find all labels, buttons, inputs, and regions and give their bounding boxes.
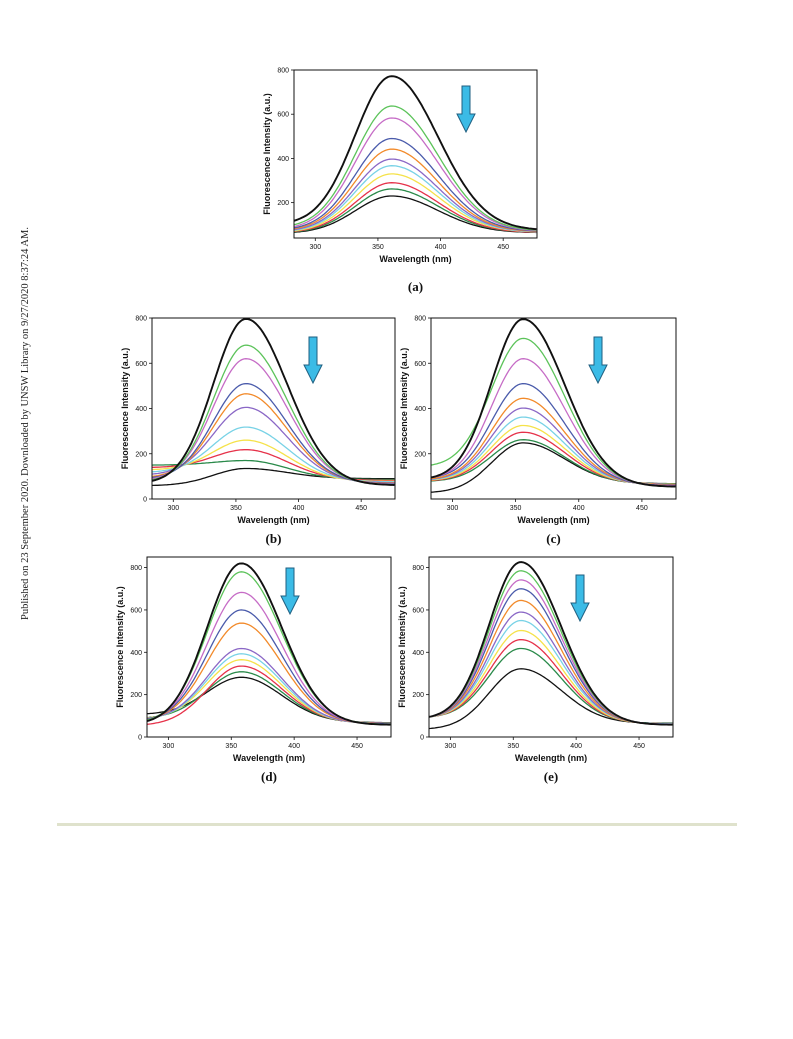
down-arrow-icon-c <box>588 336 608 385</box>
x-tick-label-c-300: 300 <box>447 505 459 512</box>
series-group-a <box>294 75 537 234</box>
x-tick-label-d-400: 400 <box>288 743 300 750</box>
x-tick-label-e-300: 300 <box>445 743 457 750</box>
series-group-b <box>152 318 395 487</box>
y-tick-label-b-400: 400 <box>135 406 147 413</box>
series-group-e <box>429 561 673 730</box>
panel-label-b: (b) <box>266 531 282 546</box>
series-line-e-7 <box>429 619 673 725</box>
y-tick-label-c-800: 800 <box>414 316 426 323</box>
x-axis-title-b: Wavelength (nm) <box>237 515 309 525</box>
series-group-d <box>147 562 391 726</box>
y-axis-title-e: Fluorescence Intensity (a.u.) <box>397 586 407 708</box>
x-axis-title-a: Wavelength (nm) <box>379 254 451 264</box>
y-axis-title-b: Fluorescence Intensity (a.u.) <box>120 348 130 470</box>
x-tick-label-a-450: 450 <box>497 244 509 251</box>
down-arrow-icon-d <box>280 567 300 616</box>
x-tick-label-b-450: 450 <box>355 505 367 512</box>
series-group-c <box>431 318 676 493</box>
series-line-e-6 <box>429 611 673 725</box>
y-tick-label-a-800: 800 <box>277 68 289 75</box>
plot-frame-e <box>428 556 674 738</box>
series-line-a-3 <box>294 117 537 232</box>
y-tick-label-d-200: 200 <box>130 692 142 699</box>
series-line-d-1 <box>147 562 391 726</box>
series-line-b-1 <box>152 318 395 486</box>
x-tick-label-a-400: 400 <box>435 244 447 251</box>
series-line-e-1 <box>429 561 673 726</box>
series-line-a-11 <box>294 195 537 234</box>
x-tick-label-b-400: 400 <box>293 505 305 512</box>
down-arrow-icon-a <box>456 85 476 134</box>
y-tick-label-b-0: 0 <box>143 497 147 504</box>
y-tick-label-c-600: 600 <box>414 361 426 368</box>
x-tick-label-d-300: 300 <box>163 743 175 750</box>
y-axis-title-c: Fluorescence Intensity (a.u.) <box>399 348 409 470</box>
x-tick-label-c-350: 350 <box>510 505 522 512</box>
down-arrow-icon-b <box>303 336 323 385</box>
x-tick-label-e-450: 450 <box>633 743 645 750</box>
x-tick-label-b-350: 350 <box>230 505 242 512</box>
down-arrow-icon-e <box>570 574 590 623</box>
series-line-c-1 <box>431 318 676 488</box>
y-tick-label-d-800: 800 <box>130 565 142 572</box>
y-tick-label-b-200: 200 <box>135 451 147 458</box>
y-tick-label-b-600: 600 <box>135 361 147 368</box>
y-tick-label-b-800: 800 <box>135 316 147 323</box>
y-tick-label-a-200: 200 <box>277 200 289 207</box>
y-tick-label-a-400: 400 <box>277 156 289 163</box>
series-line-a-2 <box>294 105 537 231</box>
y-tick-label-e-0: 0 <box>420 735 424 742</box>
series-line-a-5 <box>294 148 537 232</box>
y-tick-label-e-400: 400 <box>412 650 424 657</box>
series-line-e-5 <box>429 599 673 725</box>
panel-label-c: (c) <box>546 531 560 546</box>
series-line-a-9 <box>294 182 537 233</box>
y-tick-label-e-200: 200 <box>412 692 424 699</box>
plot-frame-d <box>146 556 392 738</box>
x-axis-title-d: Wavelength (nm) <box>233 753 305 763</box>
y-tick-label-e-800: 800 <box>412 565 424 572</box>
section-divider <box>57 823 737 826</box>
x-tick-label-e-350: 350 <box>507 743 519 750</box>
y-axis-title-a: Fluorescence Intensity (a.u.) <box>262 93 272 215</box>
x-tick-label-c-400: 400 <box>573 505 585 512</box>
series-line-a-1 <box>294 75 537 231</box>
x-axis-title-c: Wavelength (nm) <box>517 515 589 525</box>
y-tick-label-c-200: 200 <box>414 451 426 458</box>
y-tick-label-d-0: 0 <box>138 735 142 742</box>
x-tick-label-d-450: 450 <box>351 743 363 750</box>
y-tick-label-c-400: 400 <box>414 406 426 413</box>
x-tick-label-d-350: 350 <box>225 743 237 750</box>
x-axis-title-e: Wavelength (nm) <box>515 753 587 763</box>
x-tick-label-e-400: 400 <box>570 743 582 750</box>
x-tick-label-a-350: 350 <box>372 244 384 251</box>
plot-frame-a <box>293 69 538 239</box>
y-axis-title-d: Fluorescence Intensity (a.u.) <box>115 586 125 708</box>
panel-label-a: (a) <box>408 279 423 294</box>
panel-label-e: (e) <box>544 769 558 784</box>
x-tick-label-a-300: 300 <box>309 244 321 251</box>
y-tick-label-d-600: 600 <box>130 607 142 614</box>
y-tick-label-a-600: 600 <box>277 112 289 119</box>
x-tick-label-b-300: 300 <box>167 505 179 512</box>
x-tick-label-c-450: 450 <box>636 505 648 512</box>
series-line-a-7 <box>294 165 537 233</box>
panel-label-d: (d) <box>261 769 277 784</box>
series-line-a-6 <box>294 158 537 232</box>
y-tick-label-d-400: 400 <box>130 650 142 657</box>
y-tick-label-e-600: 600 <box>412 607 424 614</box>
series-line-a-4 <box>294 137 537 232</box>
